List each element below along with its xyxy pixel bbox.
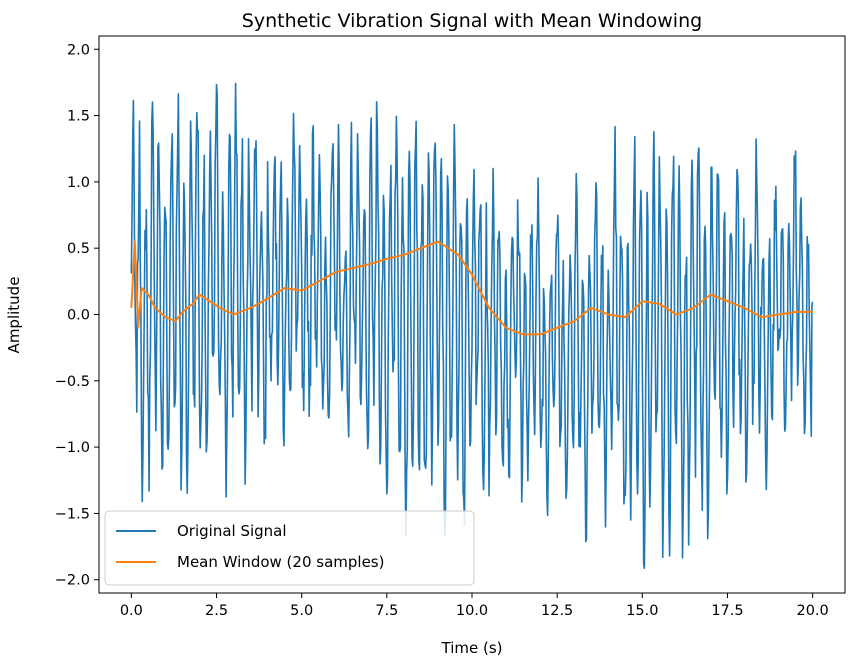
x-tick-label: 5.0 [290, 603, 313, 619]
x-axis-label: Time (s) [441, 639, 503, 657]
y-tick-label: 0.5 [67, 241, 90, 257]
x-tick-label: 7.5 [375, 603, 398, 619]
x-tick-label: 10.0 [456, 603, 488, 619]
legend-label-original-signal: Original Signal [177, 522, 287, 540]
y-tick-label: −2.0 [55, 573, 90, 589]
x-tick-label: 0.0 [120, 603, 143, 619]
plot-area [130, 82, 814, 570]
x-tick-label: 20.0 [796, 603, 828, 619]
y-tick-label: 2.0 [67, 42, 90, 58]
y-tick-label: −1.0 [55, 440, 90, 456]
x-tick-label: 2.5 [205, 603, 228, 619]
x-tick-label: 17.5 [711, 603, 743, 619]
y-tick-label: 1.0 [67, 175, 90, 191]
y-tick-label: 0.0 [67, 308, 90, 324]
y-tick-label: −1.5 [55, 506, 90, 522]
series-line-original-signal [130, 82, 814, 570]
x-axis: 0.0 2.5 5.0 7.5 10.0 12.5 15.0 17.5 20.0 [120, 593, 829, 619]
x-tick-label: 15.0 [626, 603, 658, 619]
y-tick-label: −0.5 [55, 374, 90, 390]
y-axis: 2.0 1.5 1.0 0.5 0.0 −0.5 −1.0 −1.5 −2.0 [55, 42, 99, 589]
y-axis-label: Amplitude [5, 277, 23, 354]
chart-title: Synthetic Vibration Signal with Mean Win… [242, 10, 702, 32]
legend: Original Signal Mean Window (20 samples) [104, 510, 475, 586]
series-line-mean-window [130, 240, 813, 336]
y-tick-label: 1.5 [67, 109, 90, 125]
x-tick-label: 12.5 [541, 603, 573, 619]
legend-label-mean-window: Mean Window (20 samples) [177, 553, 384, 571]
